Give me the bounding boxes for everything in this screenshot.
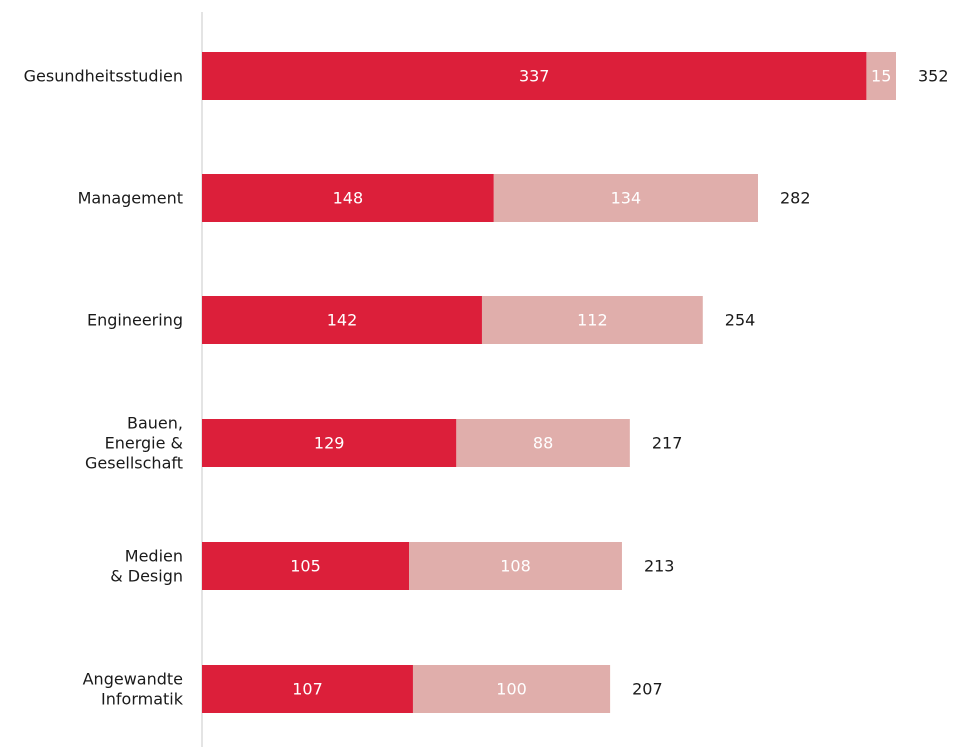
bar-segment-series-2 xyxy=(412,665,611,713)
total-value-label: 213 xyxy=(644,557,675,576)
segment-value-label: 15 xyxy=(871,67,891,86)
bar-segment-series-1 xyxy=(202,419,457,467)
bar-segment-series-2 xyxy=(481,296,703,344)
bar-segment-series-1 xyxy=(202,174,494,222)
category-label: Gesellschaft xyxy=(85,454,183,473)
segment-value-label: 134 xyxy=(611,189,642,208)
category-label: Bauen, xyxy=(127,414,183,433)
total-value-label: 352 xyxy=(918,67,949,86)
bar-segment-series-1 xyxy=(202,296,482,344)
category-label: Medien xyxy=(125,547,183,566)
segment-value-label: 337 xyxy=(519,67,550,86)
category-label: Gesundheitsstudien xyxy=(24,67,183,86)
total-value-label: 217 xyxy=(652,434,683,453)
segment-value-label: 129 xyxy=(314,434,345,453)
category-label: Informatik xyxy=(101,690,184,709)
segment-value-label: 100 xyxy=(496,680,527,699)
segment-value-label: 112 xyxy=(577,311,608,330)
category-label: Energie & xyxy=(105,434,183,453)
bar-segment-series-2 xyxy=(493,174,758,222)
total-value-label: 254 xyxy=(725,311,756,330)
bar-segment-series-1 xyxy=(202,542,410,590)
category-label: Angewandte xyxy=(83,670,183,689)
category-label: Engineering xyxy=(87,311,183,330)
total-value-label: 282 xyxy=(780,189,811,208)
bar-segment-series-2 xyxy=(409,542,622,590)
segment-value-label: 108 xyxy=(500,557,531,576)
bar-segment-series-1 xyxy=(202,52,867,100)
bar-segment-series-2 xyxy=(866,52,896,100)
segment-value-label: 105 xyxy=(290,557,321,576)
bar-segment-series-2 xyxy=(456,419,630,467)
bar-segment-series-1 xyxy=(202,665,413,713)
category-label: Management xyxy=(78,189,183,208)
segment-value-label: 148 xyxy=(333,189,364,208)
total-value-label: 207 xyxy=(632,680,663,699)
segment-value-label: 142 xyxy=(327,311,358,330)
chart-marks: Gesundheitsstudien 337 15 352 Management 148 1… xyxy=(24,52,949,713)
segment-value-label: 88 xyxy=(533,434,553,453)
category-label: & Design xyxy=(110,567,183,586)
segment-value-label: 107 xyxy=(292,680,323,699)
